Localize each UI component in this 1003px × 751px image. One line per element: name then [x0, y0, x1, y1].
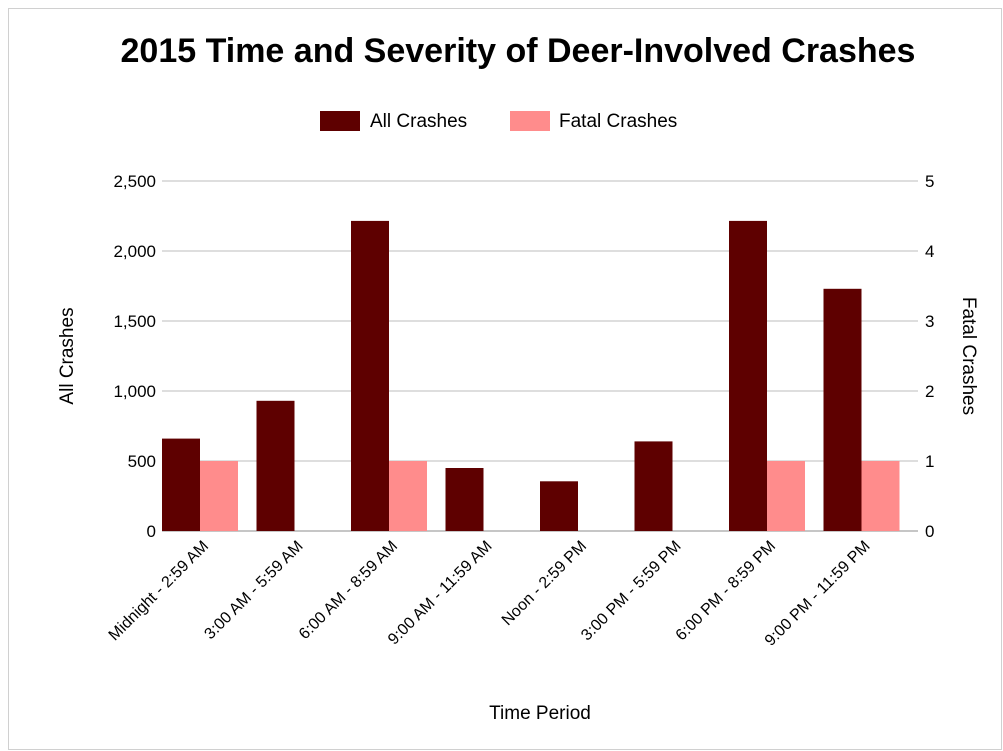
bar-all-crashes-6-00-pm-8-59-pm	[729, 220, 767, 531]
y2-tick-label: 4	[925, 242, 934, 261]
y-tick-label: 2,500	[113, 172, 156, 191]
x-tick-label: 6:00 AM - 8:59 AM	[296, 538, 401, 643]
x-tick-label: 9:00 AM - 11:59 AM	[385, 538, 496, 649]
legend-label-all-crashes: All Crashes	[370, 111, 467, 132]
y-axis-right: 0 1 2 3 4 5	[925, 172, 934, 541]
bars	[162, 220, 900, 531]
x-tick-label: 9:00 PM - 11:59 PM	[762, 538, 874, 650]
y-tick-label: 1,500	[113, 312, 156, 331]
y2-tick-label: 2	[925, 382, 934, 401]
x-axis-title: Time Period	[489, 703, 591, 724]
x-tick-label: Noon - 2:59 PM	[499, 538, 590, 629]
x-axis: Midnight - 2:59 AM3:00 AM - 5:59 AM6:00 …	[106, 538, 874, 650]
x-tick-label: Midnight - 2:59 AM	[106, 538, 212, 644]
y2-tick-label: 1	[925, 452, 934, 471]
legend-swatch-fatal-crashes	[510, 111, 550, 131]
y2-tick-label: 3	[925, 312, 934, 331]
bar-all-crashes-9-00-am-11-59-am	[445, 468, 484, 531]
y-axis-title: All Crashes	[57, 307, 78, 404]
bar-fatal-crashes-midnight-2-59-am	[200, 461, 238, 531]
bar-all-crashes-6-00-am-8-59-am	[351, 220, 389, 531]
legend-label-fatal-crashes: Fatal Crashes	[559, 111, 677, 132]
x-tick-label: 3:00 AM - 5:59 AM	[201, 538, 306, 643]
bar-fatal-crashes-9-00-pm-11-59-pm	[861, 461, 900, 531]
y-tick-label: 0	[147, 522, 156, 541]
chart-title: 2015 Time and Severity of Deer-Involved …	[121, 32, 916, 70]
y2-axis-title: Fatal Crashes	[958, 297, 979, 415]
y-axis-left: 0 500 1,000 1,500 2,000 2,500	[113, 172, 156, 541]
y2-tick-label: 5	[925, 172, 934, 191]
bar-all-crashes-midnight-2-59-am	[162, 438, 200, 531]
bar-fatal-crashes-6-00-pm-8-59-pm	[767, 461, 805, 531]
y2-tick-label: 0	[925, 522, 934, 541]
x-tick-label: 3:00 PM - 5:59 PM	[578, 538, 684, 644]
bar-all-crashes-9-00-pm-11-59-pm	[823, 288, 862, 531]
x-tick-label: 6:00 PM - 8:59 PM	[673, 538, 779, 644]
y-tick-label: 500	[128, 452, 156, 471]
legend-swatch-all-crashes	[320, 111, 360, 131]
legend: All Crashes Fatal Crashes	[320, 111, 677, 132]
bar-all-crashes-noon-2-59-pm	[540, 481, 578, 531]
bar-fatal-crashes-6-00-am-8-59-am	[389, 461, 427, 531]
y-tick-label: 2,000	[113, 242, 156, 261]
bar-all-crashes-3-00-pm-5-59-pm	[634, 441, 673, 531]
bar-all-crashes-3-00-am-5-59-am	[256, 400, 295, 531]
y-tick-label: 1,000	[113, 382, 156, 401]
